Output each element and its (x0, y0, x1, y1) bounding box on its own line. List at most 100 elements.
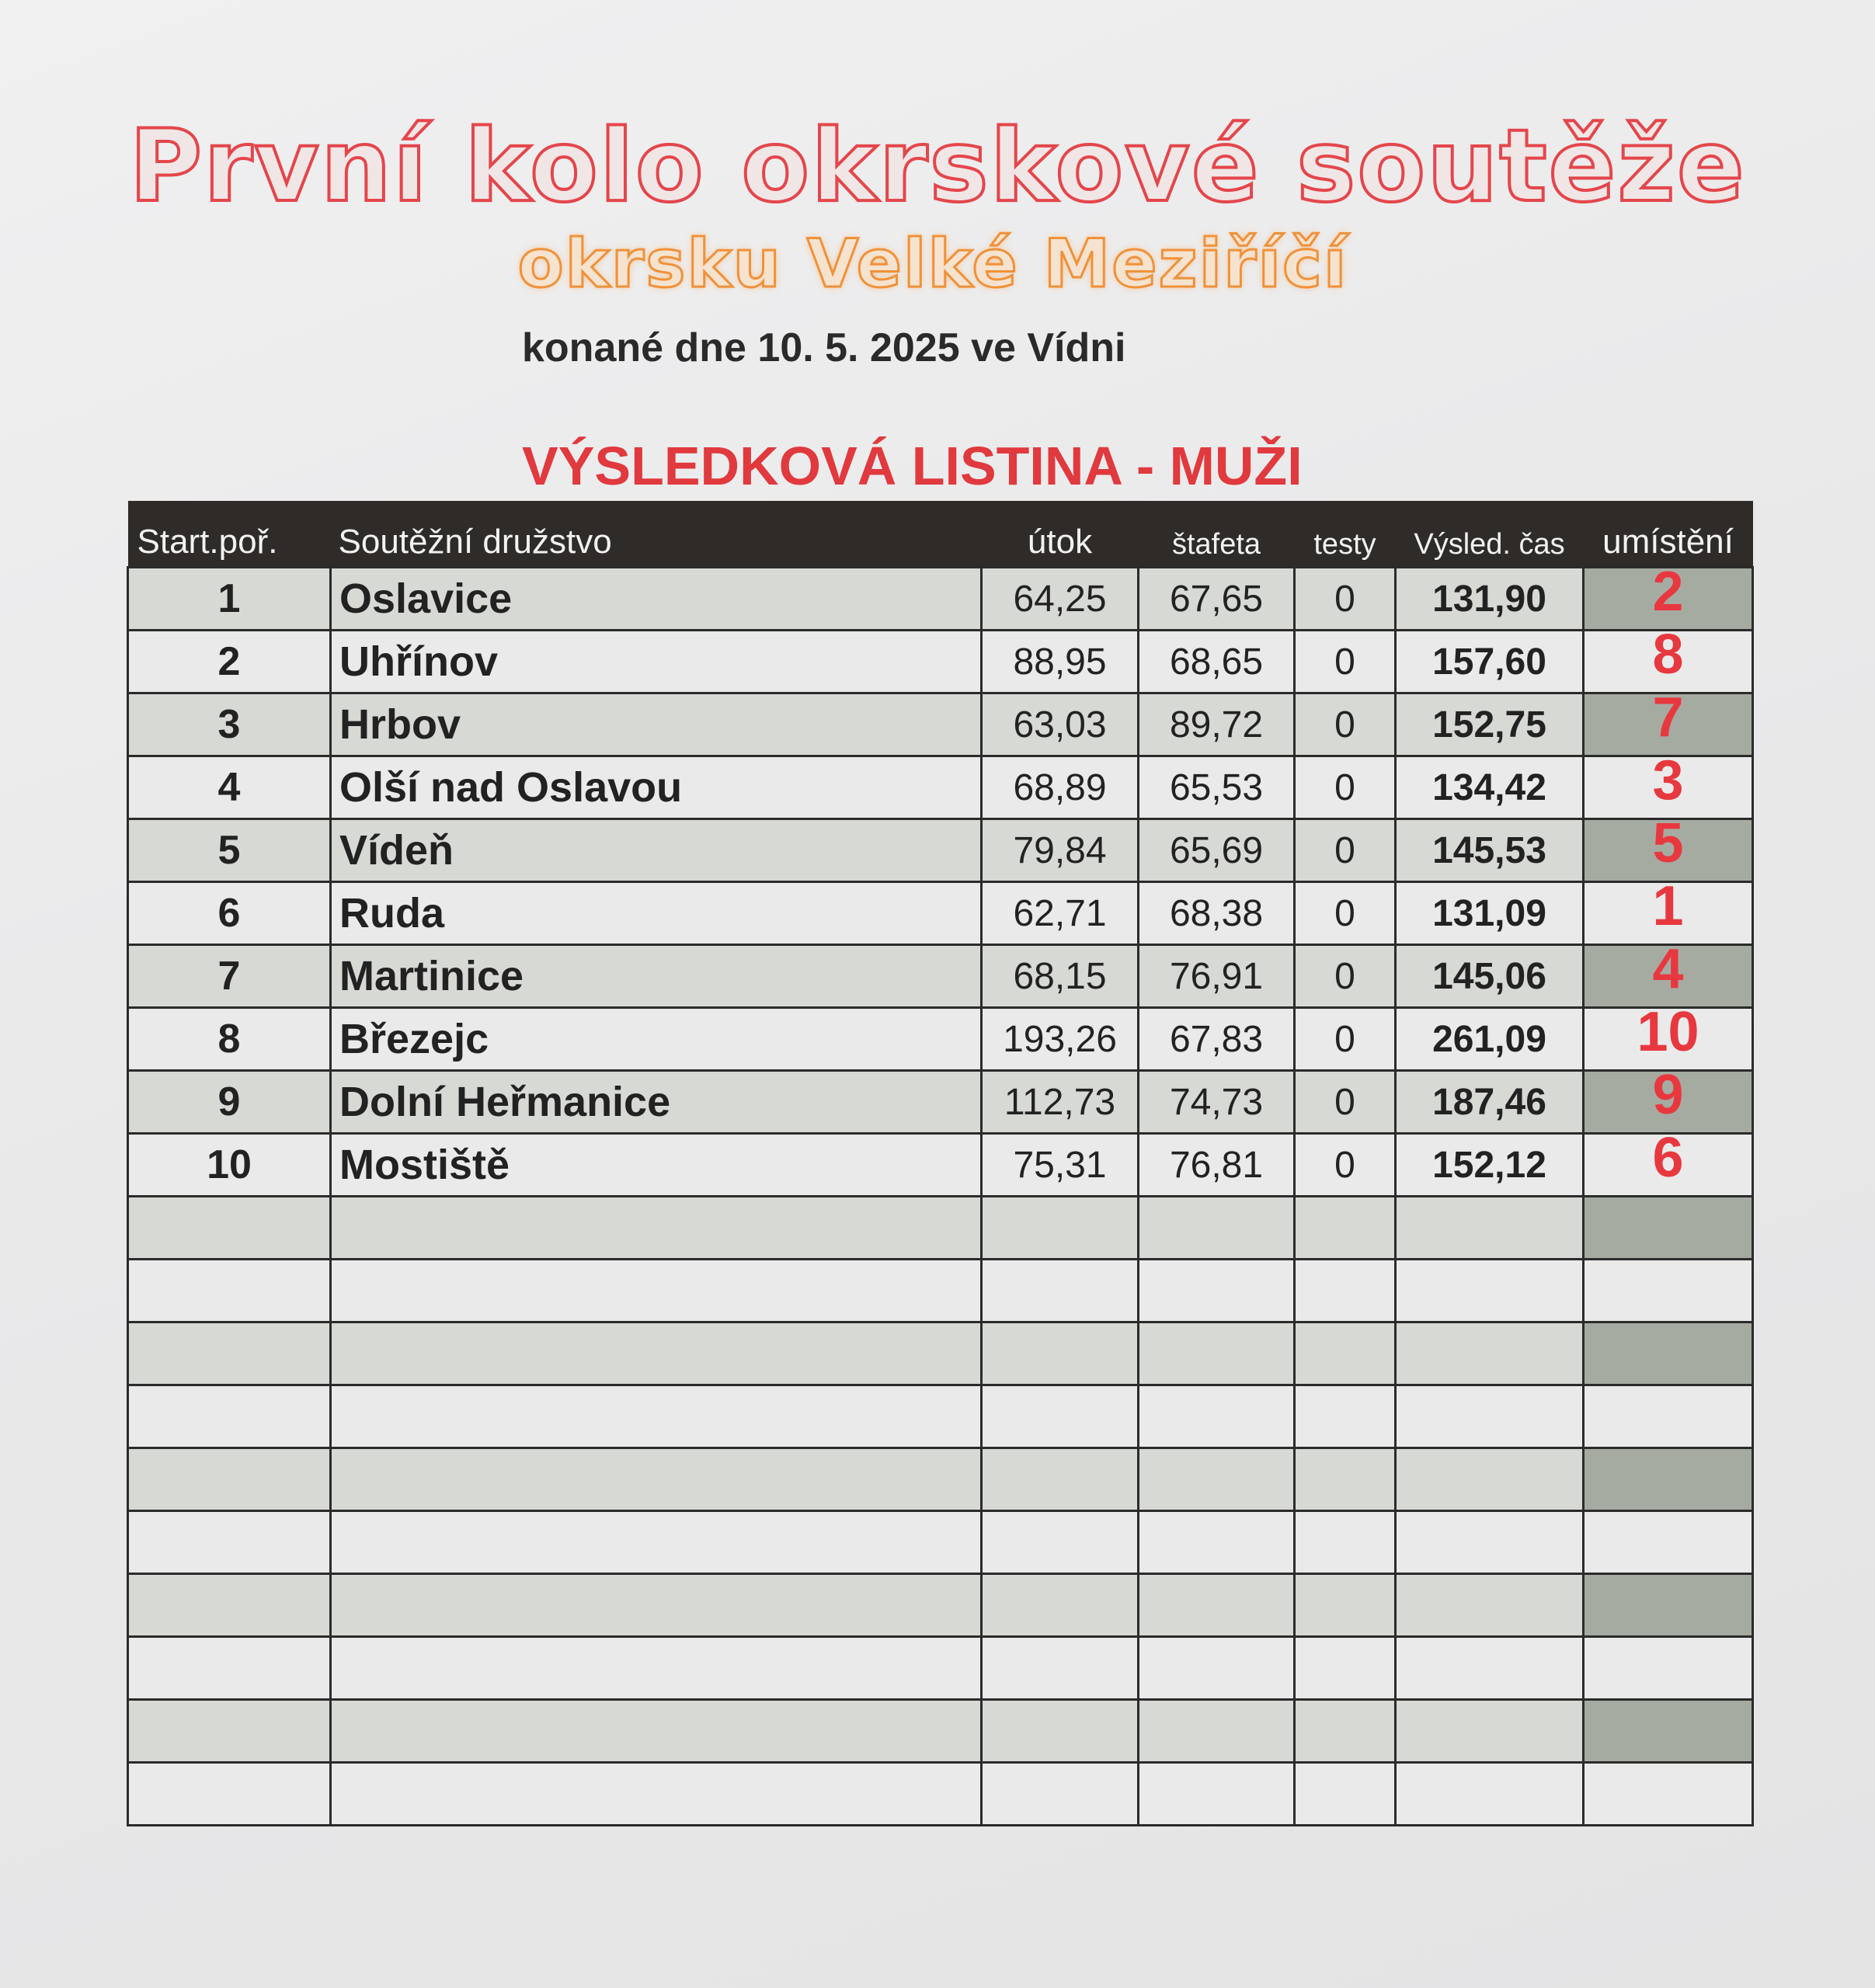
table-header-row: Start.poř. Soutěžní družstvo útok štafet… (127, 501, 1753, 568)
team-name-cell: Březejc (329, 1006, 983, 1072)
tests-cell: 0 (1293, 944, 1397, 1009)
placement-cell: 7 (1582, 690, 1754, 757)
tests-cell (1293, 1573, 1397, 1638)
relay-time-cell (1137, 1635, 1296, 1701)
relay-time-cell: 89,72 (1137, 692, 1296, 757)
relay-time-cell: 74,73 (1137, 1069, 1296, 1135)
results-table: Start.poř. Soutěžní družstvo útok štafet… (127, 501, 1754, 1826)
team-name-cell (329, 1195, 983, 1260)
header-attack: útok (981, 501, 1139, 568)
result-time-cell: 145,06 (1394, 944, 1585, 1009)
team-name-cell: Ruda (329, 881, 983, 946)
team-name-cell (329, 1761, 983, 1826)
table-row: 10 Mostiště 75,31 76,81 0 152,12 6 (127, 1130, 1754, 1197)
start-order-cell (127, 1510, 332, 1575)
result-time-cell: 261,09 (1394, 1006, 1585, 1072)
empty-table-row (127, 1321, 1754, 1386)
start-order-cell (127, 1195, 332, 1260)
header-result-time: Výsled. čas (1395, 501, 1584, 568)
table-row: 4 Olší nad Oslavou 68,89 65,53 0 134,42 3 (127, 752, 1754, 820)
header-start-order: Start.poř. (127, 501, 331, 568)
placement-cell: 4 (1582, 941, 1754, 1009)
header-tests: testy (1294, 501, 1396, 568)
relay-time-cell: 65,69 (1137, 818, 1296, 883)
team-name-cell: Mostiště (329, 1132, 983, 1197)
result-time-cell (1394, 1573, 1585, 1638)
team-name-cell (329, 1384, 983, 1449)
team-name-cell (329, 1321, 983, 1386)
start-order-cell: 4 (127, 755, 332, 820)
result-time-cell (1394, 1321, 1585, 1386)
attack-time-cell: 62,71 (980, 881, 1139, 946)
tests-cell (1293, 1384, 1397, 1449)
placement-cell (1582, 1698, 1754, 1764)
table-row: 3 Hrbov 63,03 89,72 0 152,75 7 (127, 690, 1754, 757)
placement-cell (1582, 1510, 1754, 1575)
placement-cell (1582, 1384, 1754, 1449)
empty-table-row (127, 1573, 1754, 1638)
result-time-cell (1394, 1447, 1585, 1512)
result-time-cell (1394, 1635, 1585, 1701)
start-order-cell: 9 (127, 1069, 332, 1135)
result-time-cell: 145,53 (1394, 818, 1585, 883)
table-row: 6 Ruda 62,71 68,38 0 131,09 1 (127, 878, 1754, 946)
relay-time-cell (1137, 1510, 1296, 1575)
result-time-cell: 152,75 (1394, 692, 1585, 757)
placement-cell (1582, 1258, 1754, 1323)
placement-cell: 6 (1582, 1130, 1754, 1197)
tests-cell: 0 (1293, 818, 1397, 883)
relay-time-cell (1137, 1573, 1296, 1638)
team-name-cell (329, 1258, 983, 1323)
tests-cell: 0 (1293, 755, 1397, 820)
start-order-cell (127, 1447, 332, 1512)
result-time-cell: 152,12 (1394, 1132, 1585, 1197)
attack-time-cell (980, 1635, 1139, 1701)
empty-table-row (127, 1447, 1754, 1512)
empty-table-row (127, 1510, 1754, 1575)
result-time-cell: 131,09 (1394, 881, 1585, 946)
start-order-cell: 5 (127, 818, 332, 883)
relay-time-cell: 76,91 (1137, 944, 1296, 1009)
tests-cell (1293, 1761, 1397, 1826)
table-row: 7 Martinice 68,15 76,91 0 145,06 4 (127, 941, 1754, 1009)
header-placement: umístění (1583, 501, 1753, 568)
attack-time-cell (980, 1573, 1139, 1638)
team-name-cell: Olší nad Oslavou (329, 755, 983, 820)
placement-cell (1582, 1447, 1754, 1512)
tests-cell (1293, 1195, 1397, 1260)
relay-time-cell (1137, 1321, 1296, 1386)
result-time-cell: 157,60 (1394, 629, 1585, 694)
tests-cell: 0 (1293, 566, 1397, 631)
start-order-cell: 8 (127, 1006, 332, 1072)
team-name-cell: Hrbov (329, 692, 983, 757)
start-order-cell (127, 1573, 332, 1638)
tests-cell: 0 (1293, 881, 1397, 946)
attack-time-cell: 64,25 (980, 566, 1139, 631)
result-time-cell (1394, 1384, 1585, 1449)
placement-cell (1582, 1573, 1754, 1638)
team-name-cell: Uhřínov (329, 629, 983, 694)
tests-cell: 0 (1293, 1069, 1397, 1135)
results-heading: VÝSLEDKOVÁ LISTINA - MUŽI (522, 436, 1303, 496)
attack-time-cell: 63,03 (980, 692, 1139, 757)
tests-cell: 0 (1293, 1006, 1397, 1072)
start-order-cell: 10 (127, 1132, 332, 1197)
empty-table-row (127, 1761, 1754, 1826)
result-time-cell: 131,90 (1394, 566, 1585, 631)
relay-time-cell: 68,38 (1137, 881, 1296, 946)
start-order-cell: 7 (127, 944, 332, 1009)
attack-time-cell: 88,95 (980, 629, 1139, 694)
relay-time-cell (1137, 1761, 1296, 1826)
placement-cell: 8 (1582, 627, 1754, 694)
placement-cell (1582, 1761, 1754, 1826)
empty-table-row (127, 1384, 1754, 1449)
relay-time-cell: 68,65 (1137, 629, 1296, 694)
tests-cell (1293, 1635, 1397, 1701)
start-order-cell: 2 (127, 629, 332, 694)
attack-time-cell: 68,89 (980, 755, 1139, 820)
attack-time-cell (980, 1321, 1139, 1386)
start-order-cell (127, 1635, 332, 1701)
team-name-cell: Oslavice (329, 566, 983, 631)
result-time-cell: 187,46 (1394, 1069, 1585, 1135)
table-row: 1 Oslavice 64,25 67,65 0 131,90 2 (127, 564, 1754, 631)
